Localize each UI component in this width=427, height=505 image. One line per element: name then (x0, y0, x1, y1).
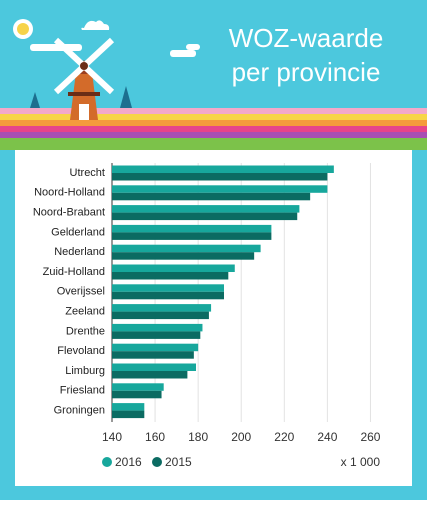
windmill-door (79, 104, 89, 120)
y-tick-label: Groningen (54, 405, 105, 417)
legend-swatch (152, 457, 162, 467)
legend-label: 2015 (165, 455, 192, 469)
x-tick-label: 240 (317, 430, 337, 444)
bar (112, 291, 224, 300)
tree (30, 92, 40, 108)
stripe (0, 108, 427, 114)
y-tick-label: Gelderland (51, 226, 105, 238)
cloud (81, 20, 110, 30)
x-tick-label: 160 (145, 430, 165, 444)
scene (0, 19, 427, 150)
x-tick-label: 200 (231, 430, 251, 444)
panel (15, 150, 412, 486)
bar (112, 363, 196, 371)
cloud (170, 50, 196, 57)
y-tick-label: Zeeland (65, 306, 105, 318)
bar (112, 383, 164, 391)
stripe (0, 132, 427, 138)
x-tick-label: 220 (274, 430, 294, 444)
tree (120, 86, 132, 108)
bar (112, 343, 199, 352)
bar (112, 244, 261, 253)
bar (112, 371, 188, 379)
sun-core (17, 23, 29, 35)
chart-title: WOZ-waarde per provincie (229, 23, 384, 87)
y-tick-label: Flevoland (57, 345, 105, 357)
stripe (0, 114, 427, 120)
bar (112, 165, 334, 173)
x-tick-label: 140 (102, 430, 122, 444)
legend-swatch (102, 457, 112, 467)
y-tick-label: Drenthe (66, 325, 105, 337)
windmill-sails (53, 37, 115, 95)
grass (0, 138, 427, 150)
bar (112, 224, 272, 233)
bar (112, 212, 298, 221)
bar (112, 410, 145, 419)
bar (112, 304, 212, 312)
bar (112, 331, 201, 339)
units-label: x 1 000 (341, 455, 381, 469)
bar (112, 264, 235, 272)
y-tick-label: Friesland (60, 385, 105, 397)
bar (112, 390, 162, 399)
bar (112, 311, 209, 320)
bar (112, 252, 255, 260)
bar (112, 351, 194, 359)
bar (112, 173, 328, 181)
y-tick-label: Utrecht (70, 167, 105, 179)
bar (112, 403, 145, 411)
legend-label: 2016 (115, 455, 142, 469)
bar (112, 192, 311, 201)
stripe (0, 126, 427, 132)
bar (112, 323, 203, 332)
windmill-deck (68, 92, 100, 96)
bar (112, 272, 229, 280)
y-tick-label: Noord-Holland (34, 187, 105, 199)
bar (112, 232, 272, 240)
windmill-hub (80, 62, 88, 70)
y-tick-label: Overijssel (57, 286, 105, 298)
y-tick-label: Noord-Brabant (33, 207, 105, 219)
cloud (30, 44, 82, 51)
y-tick-label: Zuid-Holland (43, 266, 105, 278)
bar (112, 205, 300, 213)
x-tick-label: 180 (188, 430, 208, 444)
x-tick-label: 260 (360, 430, 380, 444)
cloud (186, 44, 200, 50)
stripe (0, 120, 427, 126)
bar (112, 284, 224, 292)
y-tick-label: Nederland (54, 246, 105, 258)
bar (112, 185, 328, 193)
y-tick-label: Limburg (65, 365, 105, 377)
